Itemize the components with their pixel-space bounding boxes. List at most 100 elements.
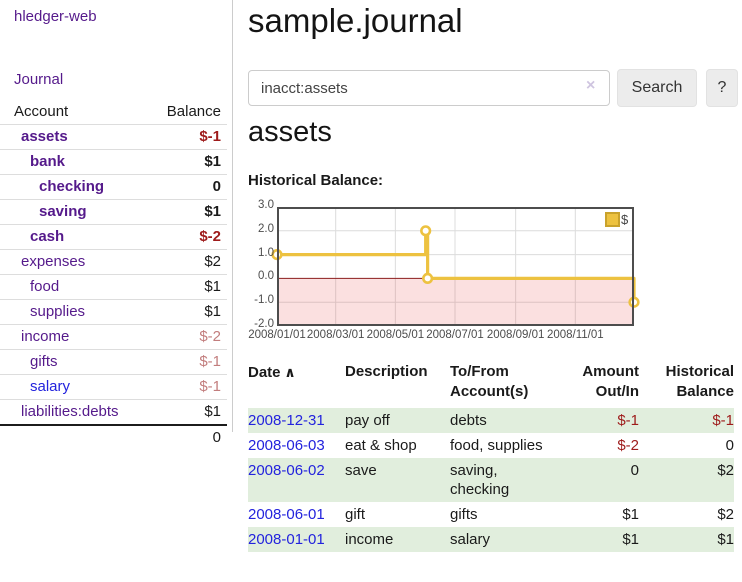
account-name-cell: income <box>0 325 151 350</box>
account-balance: 0 <box>212 178 221 195</box>
account-total-spacer <box>0 425 151 450</box>
app-title-link[interactable]: hledger-web <box>14 8 97 25</box>
account-row: saving $1 <box>0 199 227 225</box>
register-date-cell: 2008-06-02 <box>248 458 345 502</box>
balance-chart-plot[interactable]: $ <box>271 207 640 326</box>
transaction-date-link[interactable]: 2008-06-02 <box>248 462 325 479</box>
account-name-cell: checking <box>0 175 151 200</box>
account-name-cell: gifts <box>0 350 151 375</box>
register-description-cell: pay off <box>345 412 390 429</box>
account-name-cell: supplies <box>0 300 151 325</box>
account-name-cell: liabilities:debts <box>0 400 151 426</box>
clear-search-icon[interactable]: × <box>586 77 596 94</box>
register-date-cell: 2008-12-31 <box>248 408 345 433</box>
account-name-cell: saving <box>0 200 151 225</box>
sidebar-account-link-gifts[interactable]: gifts <box>30 353 58 370</box>
account-balance: $-1 <box>199 353 221 370</box>
account-row: liabilities:debts $1 <box>0 399 227 426</box>
register-amount-cell: $-2 <box>617 437 639 454</box>
search-help-button[interactable]: ? <box>706 69 738 107</box>
y-axis-tick-label: 2.0 <box>258 222 274 235</box>
register-table: Date ∧ Description To/From Account(s) Amoun… <box>248 358 734 552</box>
account-name-cell: bank <box>0 150 151 175</box>
y-axis-tick-label: 0.0 <box>258 270 274 283</box>
transaction-date-link[interactable]: 2008-12-31 <box>248 412 325 429</box>
account-row: gifts $-1 <box>0 349 227 375</box>
legend-label: $ <box>621 212 629 227</box>
register-balance-cell: $1 <box>717 531 734 548</box>
register-date-cell: 2008-01-01 <box>248 527 345 552</box>
register-header-description: Description <box>345 363 428 380</box>
register-accounts-cell: salary <box>450 531 491 548</box>
register-row: 2008-01-01 income salary $1 $1 <box>248 527 734 552</box>
balance-column-header: Balance <box>166 103 221 120</box>
x-axis-tick-label: 2008/07/01 <box>426 329 484 341</box>
register-row: 2008-06-02 save saving, checking 0 $2 <box>248 458 734 502</box>
sidebar: hledger-web Journal Account Balance asse… <box>0 0 233 446</box>
register-row: 2008-12-31 pay off debts $-1 $-1 <box>248 408 734 433</box>
register-accounts-cell: food, supplies <box>450 437 543 454</box>
search-button[interactable]: Search <box>617 69 697 107</box>
register-date-cell: 2008-06-03 <box>248 433 345 458</box>
account-balance: $2 <box>204 253 221 270</box>
sidebar-account-link-assets[interactable]: assets <box>21 128 68 145</box>
account-row: expenses $2 <box>0 249 227 275</box>
sidebar-account-link-salary[interactable]: salary <box>30 378 71 395</box>
register-amount-cell: $1 <box>622 531 639 548</box>
register-header-to-from-account-s-: To/From Account(s) <box>450 363 529 400</box>
sidebar-account-link-saving[interactable]: saving <box>39 203 87 220</box>
sidebar-account-link-bank[interactable]: bank <box>30 153 66 170</box>
register-tbody: 2008-12-31 pay off debts $-1 $-1 2008-06-03 ea… <box>248 408 734 552</box>
sidebar-account-link-liabilities-debts[interactable]: liabilities:debts <box>21 403 119 420</box>
chart-title: Historical Balance: <box>248 172 384 189</box>
legend-swatch-icon <box>605 212 620 227</box>
x-axis-tick-label: 2008/11/01 <box>546 329 604 341</box>
register-header-historical-balance: Historical Balance <box>665 363 734 400</box>
account-balance: $1 <box>204 203 221 220</box>
sidebar-account-link-income[interactable]: income <box>21 328 70 345</box>
register-row: 2008-06-03 eat & shop food, supplies $-2 0 <box>248 433 734 458</box>
account-name-cell: cash <box>0 225 151 250</box>
transaction-date-link[interactable]: 2008-06-01 <box>248 506 325 523</box>
account-balance: $-2 <box>199 228 221 245</box>
account-column-header: Account <box>14 103 69 120</box>
x-axis-tick-label: 2008/01/01 <box>248 329 306 341</box>
sidebar-account-link-cash[interactable]: cash <box>30 228 65 245</box>
y-axis-tick-label: -2.0 <box>254 318 274 330</box>
register-balance-cell: 0 <box>725 437 734 454</box>
sidebar-account-link-supplies[interactable]: supplies <box>30 303 86 320</box>
register-accounts-cell: saving, checking <box>450 462 510 498</box>
register-description-cell: save <box>345 462 377 479</box>
register-date-cell: 2008-06-01 <box>248 502 345 527</box>
sidebar-account-link-expenses[interactable]: expenses <box>21 253 86 270</box>
sidebar-item-journal[interactable]: Journal <box>14 71 64 88</box>
account-name-cell: salary <box>0 375 151 400</box>
sidebar-account-link-food[interactable]: food <box>30 278 60 295</box>
y-axis-tick-label: -1.0 <box>254 294 274 307</box>
sidebar-account-link-checking[interactable]: checking <box>39 178 105 195</box>
register-accounts-cell: gifts <box>450 506 478 523</box>
account-row: assets $-1 <box>0 124 227 150</box>
transaction-date-link[interactable]: 2008-01-01 <box>248 531 325 548</box>
account-table-header-row: Account Balance <box>0 101 227 125</box>
register-description-cell: eat & shop <box>345 437 417 454</box>
account-balance: $-1 <box>199 378 221 395</box>
register-balance-cell: $2 <box>717 506 734 523</box>
register-header-row: Date ∧ Description To/From Account(s) Amoun… <box>248 358 734 408</box>
x-axis-tick-label: 2008/03/01 <box>306 329 365 341</box>
transaction-date-link[interactable]: 2008-06-03 <box>248 437 325 454</box>
account-balance: $1 <box>204 153 221 170</box>
register-header-date[interactable]: Date ∧ <box>248 364 296 381</box>
account-row: bank $1 <box>0 149 227 175</box>
x-axis-tick-label: 2008/09/01 <box>486 329 545 341</box>
account-name-cell: expenses <box>0 250 151 275</box>
register-header-amount-out-in: Amount Out/In <box>582 363 639 400</box>
search-input[interactable] <box>248 70 610 106</box>
account-row: salary $-1 <box>0 374 227 400</box>
page-title: sample.journal <box>248 2 463 39</box>
register-amount-cell: $1 <box>622 506 639 523</box>
register-description-cell: gift <box>345 506 366 523</box>
main-content: sample.journal × Search ? assets Histori… <box>248 0 742 582</box>
sort-ascending-icon: ∧ <box>280 364 296 380</box>
account-heading: assets <box>248 116 332 148</box>
